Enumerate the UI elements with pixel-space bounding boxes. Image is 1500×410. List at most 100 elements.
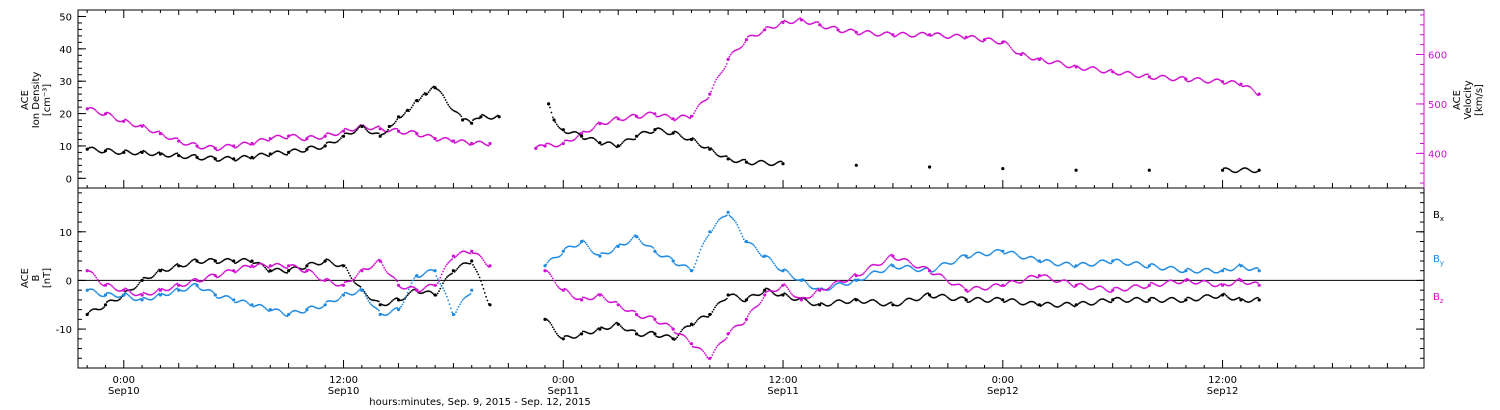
- data-point: [113, 299, 116, 302]
- data-point: [477, 273, 480, 276]
- data-point: [272, 269, 274, 272]
- data-point: [456, 111, 459, 114]
- data-point: [1242, 299, 1245, 301]
- data-point: [1110, 262, 1113, 265]
- data-point: [366, 127, 368, 130]
- data-point: [871, 299, 873, 301]
- data-point: [694, 321, 697, 324]
- data-point: [226, 257, 229, 260]
- data-point: [546, 261, 549, 264]
- data-point: [948, 282, 951, 284]
- data-point: [571, 245, 574, 248]
- data-point: [596, 122, 599, 125]
- data-point: [219, 261, 222, 264]
- data-point: [898, 32, 901, 35]
- data-point: [1062, 63, 1064, 65]
- data-point: [1021, 303, 1024, 306]
- data-point: [213, 292, 215, 294]
- data-point: [691, 114, 694, 117]
- data-point: [682, 327, 685, 330]
- data-point: [336, 299, 338, 302]
- data-point: [392, 308, 395, 311]
- data-point: [780, 270, 783, 272]
- data-point: [977, 296, 979, 299]
- data-point: [842, 281, 845, 283]
- data-point: [380, 127, 383, 130]
- data-point: [166, 294, 168, 297]
- data-point: [719, 155, 722, 158]
- data-point: [804, 21, 807, 23]
- data-point: [932, 296, 935, 299]
- data-point: [90, 146, 92, 149]
- data-point: [619, 143, 622, 146]
- data-point: [579, 134, 582, 137]
- data-point: [1221, 269, 1225, 273]
- bottom-left-tick-label: 10: [59, 228, 72, 239]
- data-point: [473, 118, 476, 121]
- data-point: [320, 147, 323, 150]
- data-point: [384, 131, 387, 134]
- data-point: [482, 259, 485, 262]
- data-point: [457, 112, 460, 115]
- top-left-tick-label: 20: [59, 110, 72, 121]
- data-point: [230, 157, 232, 159]
- data-point: [729, 329, 732, 332]
- data-point: [588, 298, 591, 301]
- data-point: [846, 284, 848, 286]
- data-point: [232, 259, 236, 263]
- data-point: [886, 256, 889, 259]
- data-point: [970, 288, 973, 291]
- data-point: [353, 281, 355, 283]
- data-point: [92, 308, 95, 310]
- data-point: [145, 126, 147, 129]
- data-point: [439, 138, 442, 141]
- data-point: [477, 140, 480, 143]
- data-point: [139, 150, 142, 153]
- data-point: [775, 162, 778, 165]
- data-point: [1220, 269, 1223, 272]
- data-point: [380, 261, 383, 264]
- data-point: [1236, 279, 1238, 281]
- data-point: [171, 291, 174, 294]
- data-point: [1228, 168, 1230, 171]
- data-point: [391, 300, 393, 303]
- data-point: [699, 102, 702, 105]
- data-point: [222, 259, 225, 262]
- data-point: [1068, 302, 1071, 305]
- data-point: [767, 256, 770, 258]
- data-point: [126, 293, 129, 296]
- data-point: [558, 287, 561, 290]
- data-point: [1105, 289, 1107, 291]
- data-point: [94, 290, 96, 292]
- data-point: [151, 298, 154, 301]
- data-point: [1076, 303, 1079, 306]
- data-point: [391, 310, 393, 312]
- data-point: [561, 141, 565, 146]
- data-point: [612, 118, 614, 120]
- data-point: [1098, 70, 1101, 72]
- data-point: [810, 295, 813, 298]
- data-point: [707, 96, 710, 99]
- data-point: [698, 144, 701, 147]
- data-point: [383, 314, 385, 316]
- data-point: [715, 304, 718, 307]
- data-point: [695, 320, 698, 322]
- data-point: [1164, 282, 1166, 285]
- data-point: [1240, 168, 1242, 171]
- data-point: [911, 267, 914, 270]
- data-point: [296, 266, 299, 269]
- data-point: [350, 293, 353, 296]
- data-point: [1039, 305, 1042, 307]
- data-point: [762, 256, 765, 258]
- data-point: [222, 146, 225, 148]
- data-point: [272, 136, 274, 139]
- data-point: [948, 297, 951, 300]
- data-point: [618, 243, 621, 246]
- data-point: [677, 116, 680, 119]
- data-point: [1247, 168, 1250, 171]
- data-point: [701, 146, 703, 149]
- data-point: [1206, 81, 1208, 84]
- data-point: [1101, 286, 1104, 288]
- data-point: [656, 253, 659, 256]
- data-point: [149, 298, 151, 301]
